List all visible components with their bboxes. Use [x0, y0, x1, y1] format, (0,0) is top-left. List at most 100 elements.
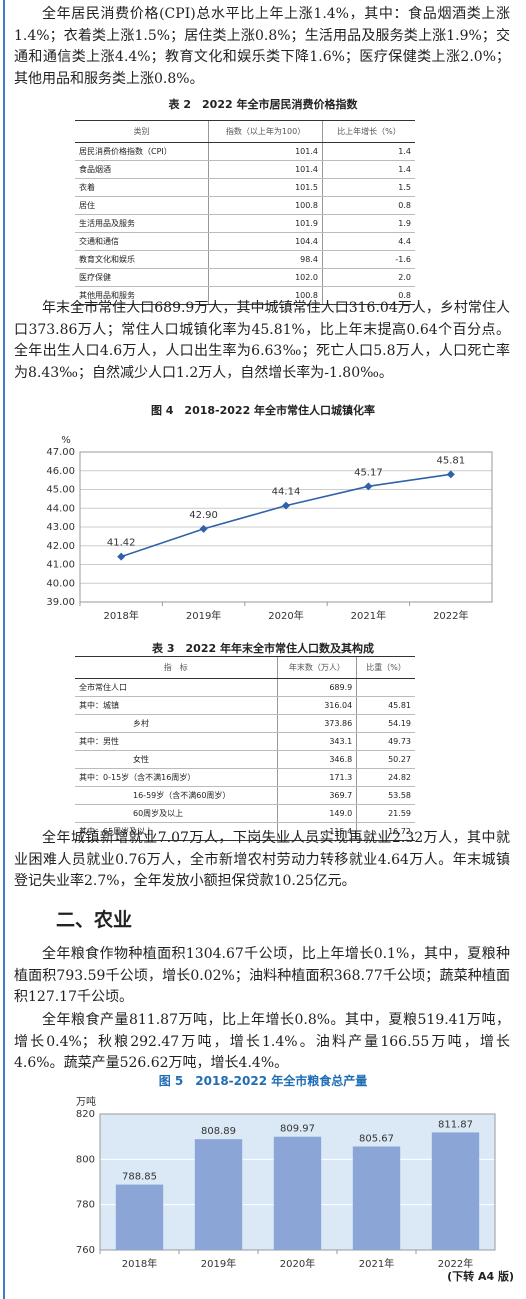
table-cell: 50.27	[356, 750, 415, 769]
table-cell: 1.9	[321, 214, 415, 233]
bar	[431, 1132, 480, 1250]
table-cell: 生活用品及服务	[75, 214, 209, 233]
table-cell: 171.3	[276, 768, 357, 787]
table-row: 居民消费价格指数（CPI） 101.4 1.4	[75, 142, 415, 161]
marker	[199, 524, 208, 533]
value-label: 788.85	[122, 1172, 157, 1183]
x-tick-label: 2019年	[186, 609, 221, 622]
table-cell: 1.4	[321, 142, 415, 161]
table-cell: 教育文化和娱乐	[75, 250, 209, 269]
marker	[364, 482, 373, 491]
y-tick-label: 39.00	[46, 597, 75, 608]
table-cell: 交通和通信	[75, 232, 209, 251]
y-axis-label: 万吨	[76, 1095, 96, 1108]
table-cell: 衣着	[75, 178, 209, 197]
table-cell: 101.5	[208, 178, 323, 197]
marker	[446, 470, 455, 479]
table-cell: 其他用品和服务	[75, 286, 209, 305]
paragraph: 全年城镇新增就业7.07万人，下岗失业人员实现再就业2.32万人，其中就业困难人…	[14, 830, 510, 889]
plot-border	[79, 451, 493, 603]
y-tick-label: 43.00	[46, 522, 75, 533]
bar	[273, 1136, 322, 1250]
table-cell: 4.4	[321, 232, 415, 251]
table-cell: 全市常住人口	[75, 678, 278, 697]
x-tick-label: 2018年	[103, 609, 138, 622]
chart: 万吨 760 780 800 820 2018年 2019年 2020年 2021年 2022年 7…	[76, 1095, 496, 1270]
table-cell: 101.4	[208, 160, 323, 179]
y-tick-label: 46.00	[46, 466, 75, 477]
table-row: 其中：男性 343.1 49.73	[75, 732, 415, 751]
table-cell: 60周岁及以上	[75, 804, 278, 823]
y-tick-label: 760	[76, 1245, 95, 1256]
table-cell: 104.4	[208, 232, 323, 251]
table-cell: 2.0	[321, 268, 415, 287]
bar	[115, 1184, 164, 1250]
value-label: 42.90	[189, 510, 218, 521]
table-cell: 100.8	[208, 286, 323, 305]
table-cell: 98.4	[208, 250, 323, 269]
paragraph: 年末全市常住人口689.9万人，其中城镇常住人口316.04万人，乡村常住人口3…	[14, 300, 510, 381]
chart-title: 图 4 2018-2022 年全市常住人口城镇化率	[150, 404, 376, 417]
bar	[352, 1146, 401, 1250]
paragraph: 全年居民消费价格(CPI)总水平比上年上涨1.4%，其中：食品烟酒类上涨1.4%…	[14, 6, 510, 87]
marker	[117, 552, 126, 561]
x-tick-label: 2022年	[433, 609, 468, 622]
table-cell: 其中：65周岁及以上	[75, 822, 278, 841]
x-tick-label: 2021年	[351, 609, 386, 622]
table-row: 其中：0-15岁（含不满16周岁） 171.3 24.82	[75, 768, 415, 787]
table-cell: 24.82	[356, 768, 415, 787]
table-row: 其他用品和服务 100.8 0.8	[75, 286, 415, 305]
value-label: 44.14	[272, 487, 301, 498]
y-tick-label: 40.00	[46, 578, 75, 589]
table-row: 16-59岁（含不满60周岁） 369.7 53.58	[75, 786, 415, 805]
y-tick-label: 44.00	[46, 503, 75, 514]
y-tick-label: 41.00	[46, 560, 75, 571]
y-axis-label: %	[61, 435, 71, 446]
table-cell: 其中：城镇	[75, 696, 278, 715]
table-cell: 居民消费价格指数（CPI）	[75, 142, 209, 161]
table-cell: 21.59	[356, 804, 415, 823]
table-row: 其中：城镇 316.04 45.81	[75, 696, 415, 715]
table-row: 医疗保健 102.0 2.0	[75, 268, 415, 287]
header-cell: 年末数（万人）	[276, 656, 357, 679]
table-cell: 101.4	[208, 142, 323, 161]
table-cell: 49.73	[356, 732, 415, 751]
value-label: 808.89	[201, 1126, 236, 1137]
table-row: 食品烟酒 101.4 1.4	[75, 160, 415, 179]
table-cell: 16-59岁（含不满60周岁）	[75, 786, 278, 805]
table-cell: 689.9	[276, 678, 357, 697]
y-tick-label: 800	[76, 1154, 95, 1165]
x-tick-label: 2018年	[122, 1257, 157, 1270]
population-table: 指 标年末数（万人） 比重（%） 全市常住人口 689.9 其中：城镇 316.04 45.…	[75, 656, 415, 841]
paragraph: 全年粮食产量811.87万吨，比上年增长0.8%。其中，夏粮519.41万吨，增…	[14, 1012, 510, 1071]
table-row: 60周岁及以上 149.0 21.59	[75, 804, 415, 823]
table-row: 其中：65周岁及以上 115.4 16.72	[75, 822, 415, 841]
table-cell: 0.8	[321, 286, 415, 305]
table-title: 表 2 2022 年全市居民消费价格指数	[168, 98, 358, 111]
value-label: 805.67	[359, 1133, 394, 1144]
table-cell: 居住	[75, 196, 209, 215]
table-row: 交通和通信 104.4 4.4	[75, 232, 415, 251]
x-tick-label: 2019年	[201, 1257, 236, 1270]
header-row: 指 标年末数（万人） 比重（%）	[75, 656, 415, 679]
x-tick-label: 2021年	[359, 1257, 394, 1270]
table-cell: -1.6	[321, 250, 415, 269]
x-tick-label: 2020年	[280, 1257, 315, 1270]
table-cell: 369.7	[276, 786, 357, 805]
table-row: 居住 100.8 0.8	[75, 196, 415, 215]
y-tick-label: 45.00	[46, 485, 75, 496]
bar	[194, 1139, 243, 1250]
table-cell: 其中：0-15岁（含不满16周岁）	[75, 768, 278, 787]
table-row: 女性 346.8 50.27	[75, 750, 415, 769]
table-cell: 373.86	[276, 714, 357, 733]
table-cell: 53.58	[356, 786, 415, 805]
table-row: 全市常住人口 689.9	[75, 678, 415, 697]
value-label: 45.17	[354, 467, 383, 478]
table-cell: 其中：男性	[75, 732, 278, 751]
value-label: 811.87	[438, 1119, 473, 1130]
value-label: 41.42	[107, 538, 136, 549]
table-row: 衣着 101.5 1.5	[75, 178, 415, 197]
header-cell: 比上年增长（%）	[321, 120, 415, 143]
table-row: 生活用品及服务 101.9 1.9	[75, 214, 415, 233]
